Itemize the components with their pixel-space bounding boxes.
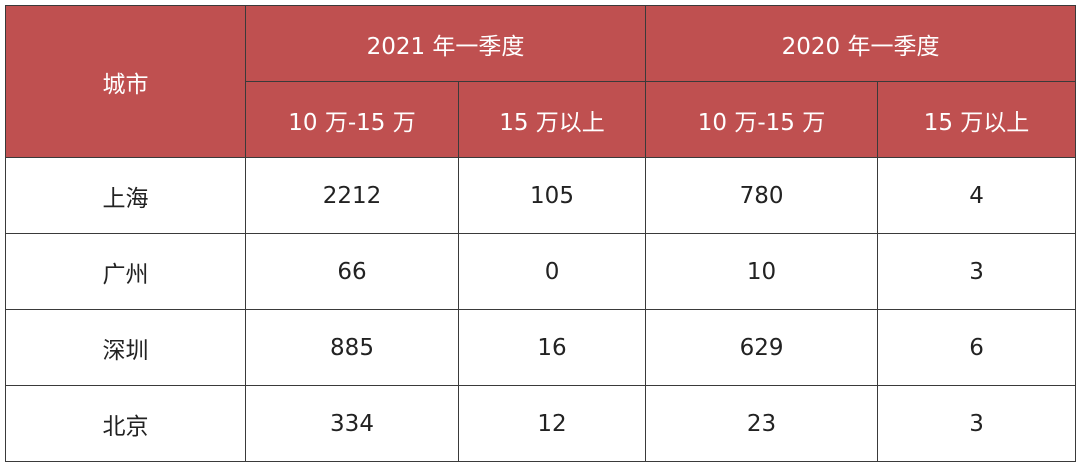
group-header: 2020 年一季度	[645, 5, 1077, 82]
value-cell: 2212	[245, 157, 459, 234]
sub-header: 15 万以上	[877, 81, 1077, 158]
table-row: 深圳 885 16 629 6	[5, 309, 1077, 386]
value-cell: 780	[645, 157, 879, 234]
value-cell: 23	[645, 385, 879, 462]
table-row: 北京 334 12 23 3	[5, 385, 1077, 462]
value-cell: 0	[457, 233, 647, 310]
value-cell: 6	[877, 309, 1077, 386]
group-header: 2021 年一季度	[244, 5, 647, 82]
sub-header: 15 万以上	[457, 81, 647, 158]
table-row: 上海 2212 105 780 4	[5, 157, 1077, 234]
value-cell: 629	[645, 309, 879, 386]
table-row: 广州 66 0 10 3	[5, 233, 1077, 310]
value-cell: 885	[245, 309, 459, 386]
sub-header: 10 万-15 万	[645, 81, 879, 158]
value-cell: 3	[877, 385, 1077, 462]
value-cell: 66	[245, 233, 459, 310]
city-cell: 北京	[5, 385, 246, 462]
city-cell: 广州	[5, 233, 246, 310]
table-body: 上海 2212 105 780 4 广州 66 0 10 3 深圳 885 16 629 6 北京 334 12 2…	[5, 157, 1077, 462]
city-cell: 上海	[5, 157, 246, 234]
value-cell: 105	[457, 157, 647, 234]
sub-header: 10 万-15 万	[245, 81, 459, 158]
city-cell: 深圳	[5, 309, 246, 386]
value-cell: 4	[877, 157, 1077, 234]
value-cell: 16	[457, 309, 647, 386]
city-header: 城市	[5, 5, 246, 158]
value-cell: 10	[645, 233, 879, 310]
value-cell: 334	[245, 385, 459, 462]
value-cell: 12	[457, 385, 647, 462]
data-table: 城市 2021 年一季度 2020 年一季度 10 万-15 万 15 万以上 …	[5, 5, 1077, 462]
value-cell: 3	[877, 233, 1077, 310]
